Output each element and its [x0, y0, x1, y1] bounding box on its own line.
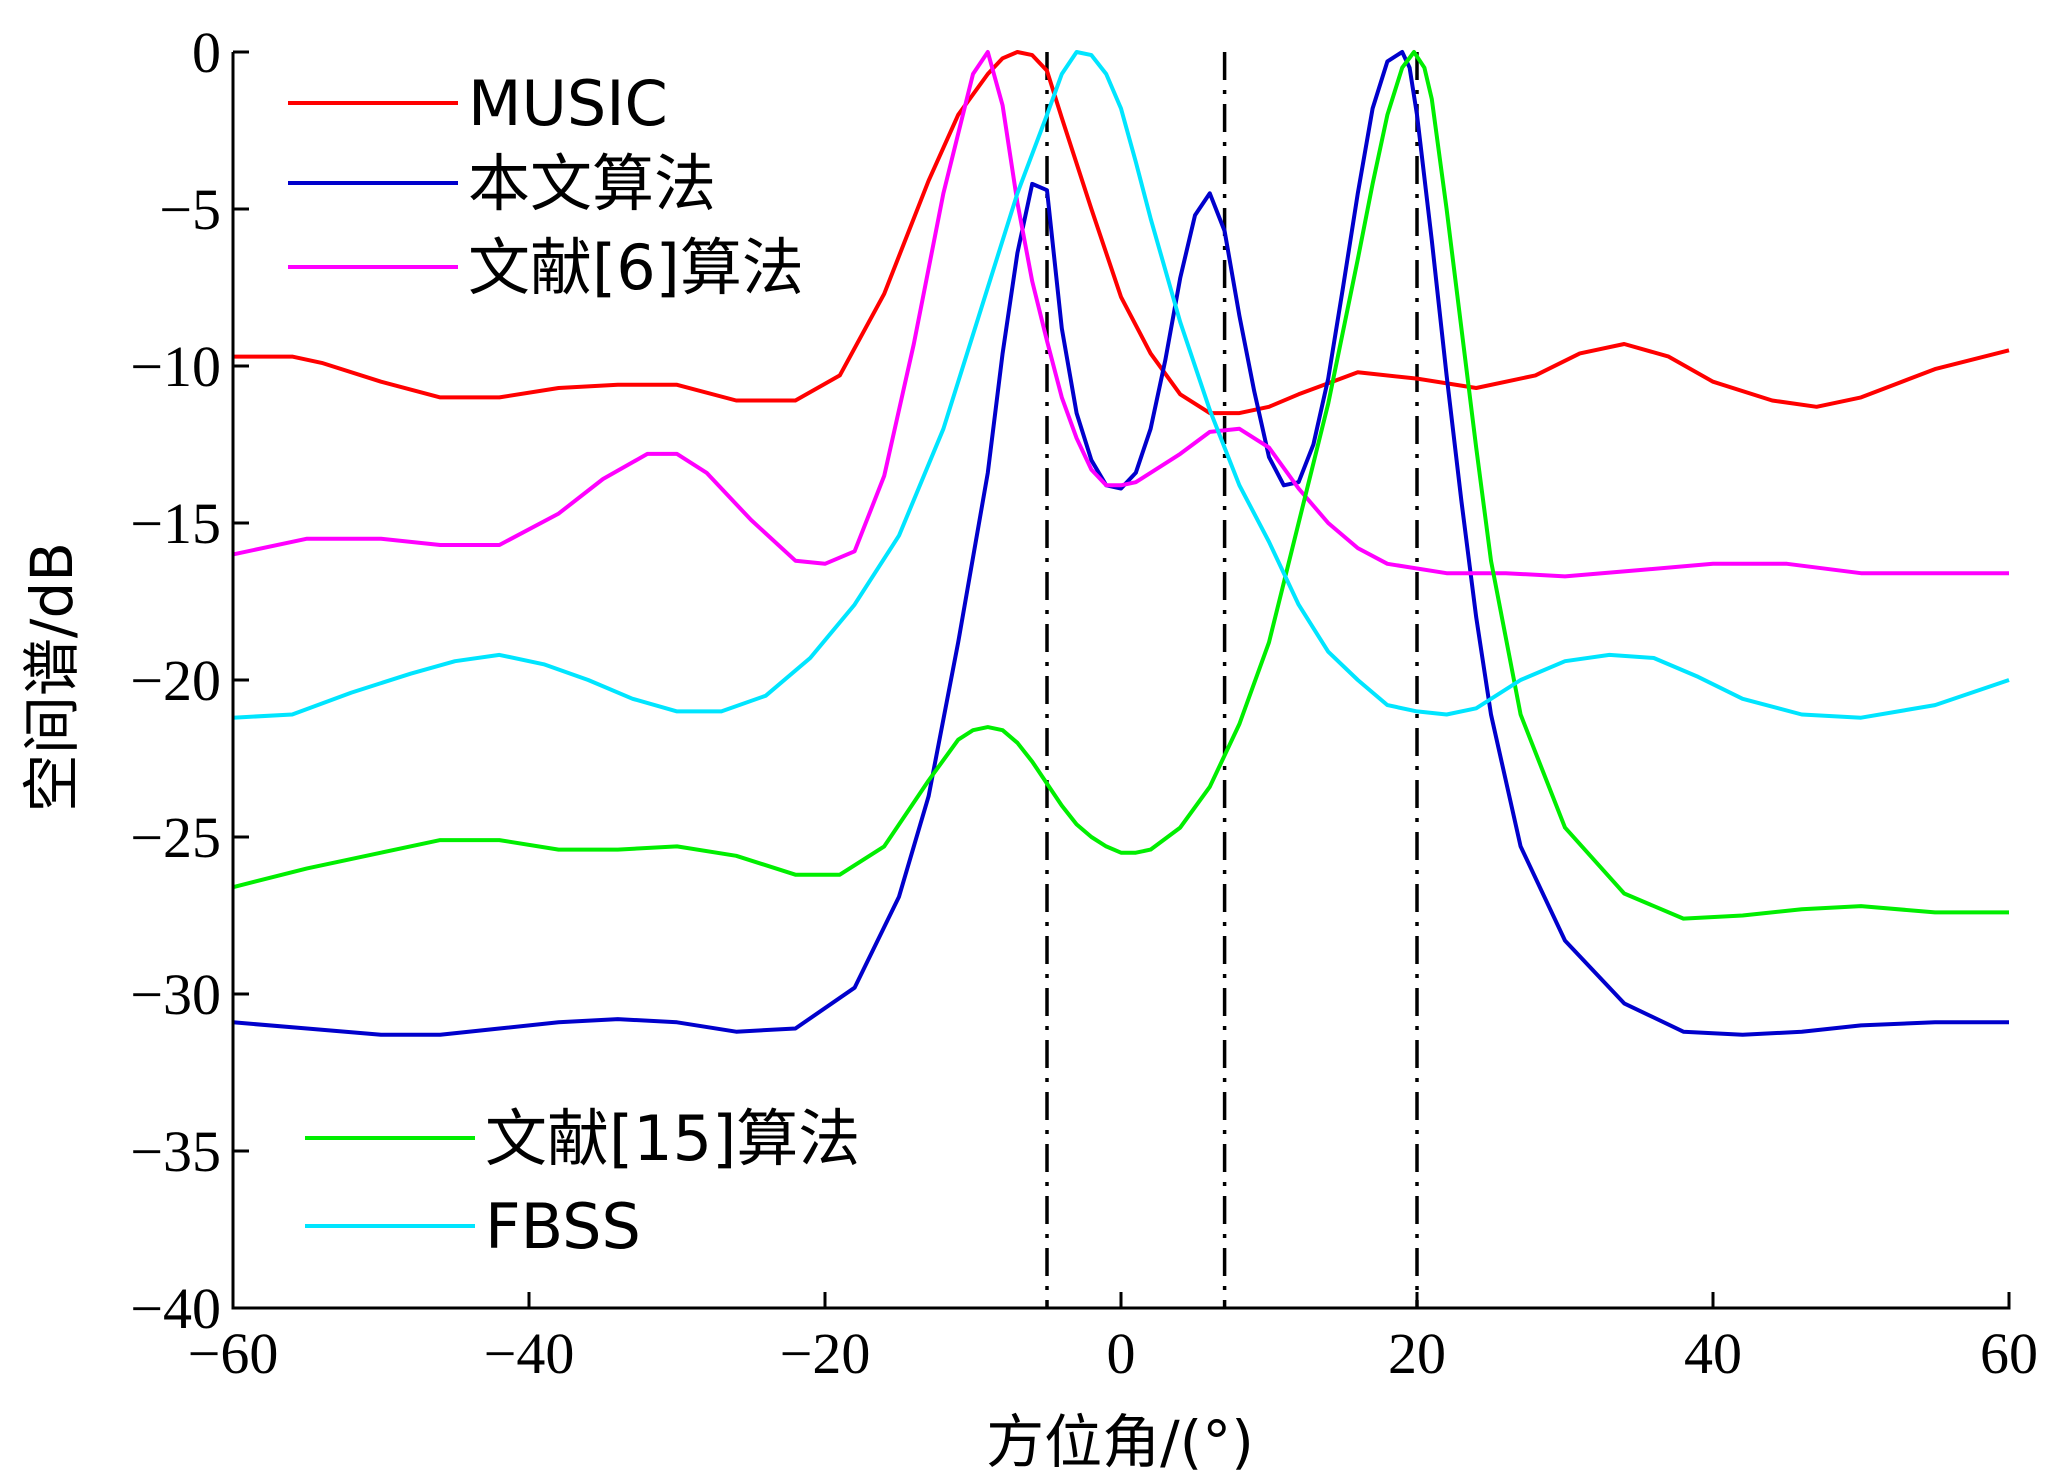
x-tick-label: 40 [1684, 1321, 1742, 1386]
y-tick-label: 0 [192, 20, 221, 85]
legend-label-4: 文献[15]算法 [485, 1102, 860, 1175]
series-lines [232, 50, 2010, 1037]
x-tick-label: 20 [1388, 1321, 1446, 1386]
series-line-3 [232, 50, 2009, 579]
ticks: −60 −40 −20 0 20 40 600−5−10−15−20−25−30−35−40 [130, 20, 2038, 1386]
series-line-4 [232, 50, 2009, 921]
legend-label-2: 本文算法 [468, 147, 716, 220]
series-line-2 [232, 50, 2009, 1037]
legend-label-1: MUSIC [468, 67, 668, 140]
y-tick-label: −40 [130, 1276, 221, 1341]
y-tick-label: −30 [130, 962, 221, 1027]
reference-lines [1045, 52, 1419, 1308]
y-tick-label: −35 [130, 1119, 221, 1184]
x-tick-label: −20 [780, 1321, 871, 1386]
x-tick-label: −60 [188, 1321, 279, 1386]
y-tick-label: −10 [130, 334, 221, 399]
y-tick-label: −25 [130, 805, 221, 870]
y-tick-label: −5 [159, 177, 221, 242]
x-tick-label: 60 [1980, 1321, 2038, 1386]
x-tick-label: 0 [1107, 1321, 1136, 1386]
y-tick-label: −15 [130, 491, 221, 556]
y-axis-title: 空间谱/dB [18, 542, 86, 812]
x-tick-label: −40 [484, 1321, 575, 1386]
legend-label-3: 文献[6]算法 [468, 231, 804, 304]
y-tick-label: −20 [130, 648, 221, 713]
series-line-5 [232, 50, 2010, 720]
x-axis-title: 方位角/(°) [986, 1408, 1254, 1476]
legend-label-5: FBSS [485, 1190, 641, 1263]
series-line-1 [233, 50, 2010, 416]
